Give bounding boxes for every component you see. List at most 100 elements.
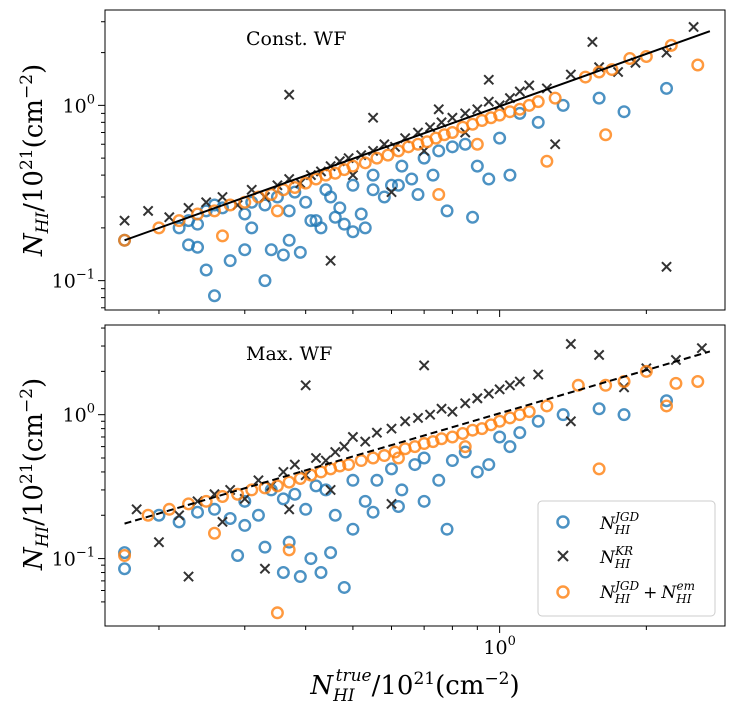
data-point xyxy=(411,188,425,202)
data-point xyxy=(660,394,674,408)
data-point xyxy=(587,36,598,48)
data-point xyxy=(289,459,301,470)
data-point xyxy=(283,503,295,515)
data-point xyxy=(282,475,296,489)
data-point xyxy=(688,21,699,33)
xlabel: NHItrue/1021(cm−2) xyxy=(309,666,519,706)
bottom-panel: 10−1 100 100 Max. WF xyxy=(52,324,726,659)
fit-line xyxy=(124,350,711,525)
data-point xyxy=(470,465,484,479)
data-point xyxy=(329,446,341,458)
data-point xyxy=(593,349,605,361)
data-point xyxy=(549,138,561,150)
data-point xyxy=(288,185,302,199)
data-point xyxy=(264,243,278,257)
data-point xyxy=(458,440,472,454)
data-point xyxy=(377,190,391,204)
legend-jgd-label: NHIJGD xyxy=(599,510,639,537)
data-point xyxy=(458,137,472,151)
data-point xyxy=(514,86,526,97)
data-point xyxy=(325,255,336,266)
data-point xyxy=(399,415,411,427)
data-point xyxy=(163,211,175,223)
data-point xyxy=(324,546,338,560)
data-point xyxy=(207,526,221,540)
data-point xyxy=(276,566,290,580)
data-point xyxy=(385,178,399,192)
data-point xyxy=(337,217,351,231)
data-point xyxy=(251,508,265,522)
data-point xyxy=(592,91,606,105)
data-point xyxy=(513,426,527,440)
data-point xyxy=(325,484,336,496)
data-point xyxy=(408,458,422,472)
data-point xyxy=(258,198,272,212)
data-point xyxy=(523,80,535,91)
series-jgd-em xyxy=(118,38,705,247)
data-point xyxy=(459,397,471,409)
data-point xyxy=(432,473,446,487)
legend-kr-marker xyxy=(557,550,569,562)
data-point xyxy=(664,38,678,52)
series-kr xyxy=(131,338,708,582)
legend-jgd-marker xyxy=(556,515,570,529)
data-point xyxy=(293,472,307,486)
data-point xyxy=(354,207,368,221)
data-point xyxy=(173,509,185,521)
data-point xyxy=(172,214,186,228)
data-point xyxy=(299,195,313,209)
legend-kr-label: NHIKR xyxy=(599,544,633,571)
data-point xyxy=(531,95,545,109)
data-point xyxy=(484,111,498,125)
data-point xyxy=(293,570,307,584)
data-point xyxy=(417,151,431,165)
data-point xyxy=(162,502,176,516)
top-panel: 10−1 100 Const. WF xyxy=(52,9,726,317)
plot-frame xyxy=(104,9,726,311)
data-point xyxy=(445,454,459,468)
data-point xyxy=(358,494,372,508)
data-point xyxy=(503,440,517,454)
data-point xyxy=(131,503,142,515)
data-point xyxy=(592,462,606,476)
data-point xyxy=(191,207,205,221)
data-point xyxy=(385,462,399,476)
data-point xyxy=(493,430,507,444)
data-point xyxy=(565,338,577,350)
data-point xyxy=(556,98,570,112)
data-point xyxy=(258,274,272,288)
data-point xyxy=(426,435,440,449)
data-point xyxy=(522,405,536,419)
data-point xyxy=(276,248,290,262)
data-point xyxy=(494,384,505,395)
data-point xyxy=(293,245,307,259)
data-point xyxy=(565,415,577,427)
data-point xyxy=(359,436,371,447)
data-point xyxy=(366,505,380,519)
series-jgd-em xyxy=(118,364,705,620)
data-point xyxy=(270,479,284,493)
data-point xyxy=(141,508,155,522)
data-point xyxy=(366,168,380,182)
data-point xyxy=(283,89,295,101)
data-point xyxy=(245,483,259,497)
data-point xyxy=(660,399,674,413)
data-point xyxy=(288,487,302,501)
data-point xyxy=(617,408,631,422)
data-point xyxy=(432,188,446,202)
data-point xyxy=(354,454,368,468)
data-point xyxy=(183,202,194,214)
data-point xyxy=(217,191,228,203)
data-point xyxy=(324,190,338,204)
data-point xyxy=(207,289,221,303)
data-point xyxy=(436,403,447,415)
data-point xyxy=(282,535,296,549)
legend-sum-label: NHIJGD + NHIem xyxy=(599,579,695,606)
data-point xyxy=(424,409,436,420)
data-point xyxy=(447,112,458,124)
data-point xyxy=(282,233,296,247)
data-point xyxy=(270,606,284,620)
data-point xyxy=(493,131,507,145)
panel-label: Const. WF xyxy=(246,28,346,50)
data-point xyxy=(395,159,409,173)
